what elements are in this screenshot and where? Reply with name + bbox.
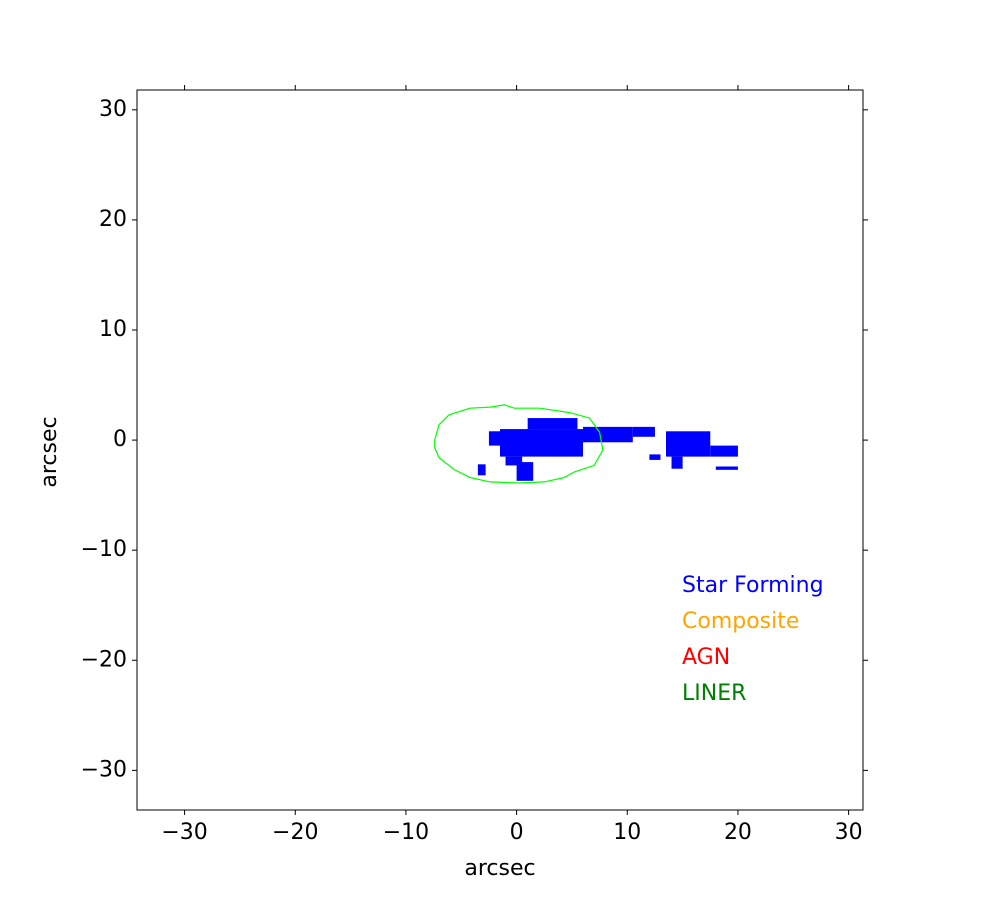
y-tick-label: 30 xyxy=(99,97,127,122)
y-tick-label: 10 xyxy=(99,317,127,342)
plot-frame xyxy=(136,89,864,811)
region-cell xyxy=(632,426,655,437)
region-cell xyxy=(488,431,512,446)
x-tick-label: 10 xyxy=(613,820,641,845)
legend-entry: Star Forming xyxy=(682,573,824,598)
region-cell xyxy=(500,429,584,457)
x-tick-label: −30 xyxy=(161,820,207,845)
y-tick-label: −20 xyxy=(81,647,127,672)
y-axis-label: arcsec xyxy=(37,416,62,487)
y-tick-label: −30 xyxy=(81,757,127,782)
x-tick-label: 0 xyxy=(510,820,524,845)
x-tick-label: −20 xyxy=(272,820,318,845)
legend-entry: Composite xyxy=(682,609,799,634)
region-cell xyxy=(477,464,486,476)
region-cell xyxy=(715,466,738,470)
y-tick-label: 20 xyxy=(99,207,127,232)
region-cell xyxy=(505,456,523,466)
contour xyxy=(434,404,604,484)
region-cell xyxy=(666,431,711,457)
legend-entry: LINER xyxy=(682,681,746,706)
y-tick-label: 0 xyxy=(113,427,127,452)
x-tick-label: 20 xyxy=(724,820,752,845)
x-tick-label: −10 xyxy=(383,820,429,845)
region-cell xyxy=(583,426,633,443)
x-axis-label: arcsec xyxy=(464,856,535,881)
region-cell xyxy=(527,418,578,430)
region-cell xyxy=(710,445,738,457)
legend-entry: AGN xyxy=(682,645,730,670)
region-cell xyxy=(671,456,683,469)
y-tick-label: −10 xyxy=(81,537,127,562)
x-tick-label: 30 xyxy=(835,820,863,845)
region-cell xyxy=(649,454,661,460)
region-cell xyxy=(516,462,534,481)
